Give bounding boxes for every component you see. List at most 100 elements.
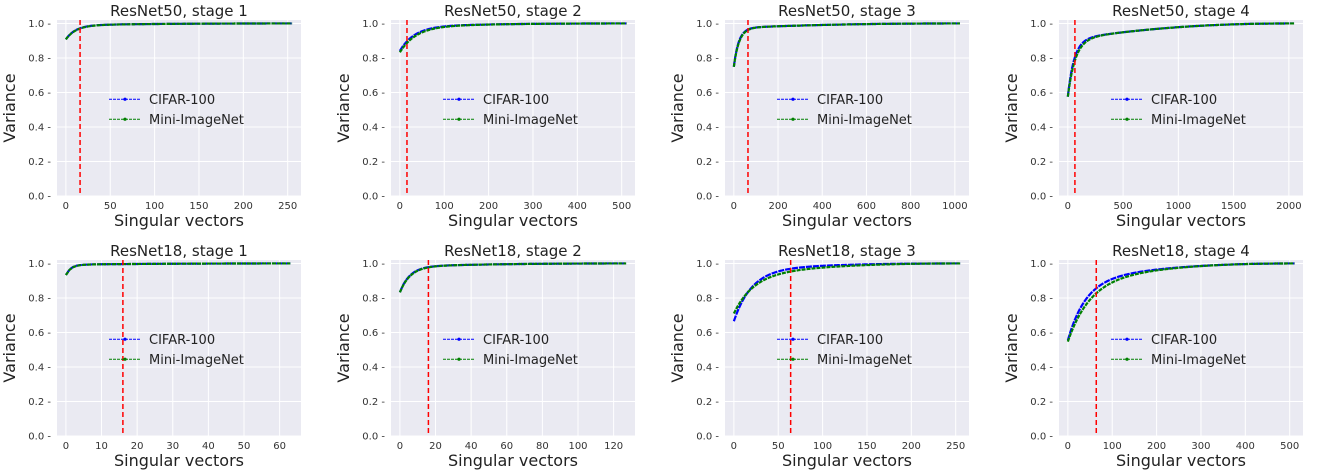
y-tick-label: 0.8 - bbox=[362, 293, 385, 304]
legend-marker bbox=[457, 337, 461, 341]
legend-label: Mini-ImageNet bbox=[817, 353, 912, 368]
y-axis-label: Variance bbox=[334, 313, 353, 382]
legend-marker bbox=[457, 117, 461, 121]
legend-label: Mini-ImageNet bbox=[817, 113, 912, 128]
plot-area bbox=[57, 20, 301, 196]
chart-title: ResNet18, stage 2 bbox=[444, 242, 582, 260]
legend-marker bbox=[1125, 357, 1129, 361]
legend-label: CIFAR-100 bbox=[817, 333, 883, 348]
plot-area bbox=[391, 20, 635, 196]
x-tick-label: 200 bbox=[768, 201, 787, 212]
y-axis-label: Variance bbox=[1002, 73, 1021, 142]
x-tick-label: 300 bbox=[1191, 441, 1210, 452]
y-tick-label: 0.2 - bbox=[362, 157, 385, 168]
legend-label: CIFAR-100 bbox=[1151, 93, 1217, 108]
y-tick-label: 0.6 - bbox=[362, 88, 385, 99]
x-tick-label: 300 bbox=[523, 201, 542, 212]
x-axis-label: Singular vectors bbox=[1116, 451, 1246, 470]
legend-marker bbox=[123, 337, 127, 341]
chart-title: ResNet50, stage 4 bbox=[1112, 2, 1250, 20]
x-tick-label: 250 bbox=[946, 441, 965, 452]
legend-label: CIFAR-100 bbox=[483, 333, 549, 348]
x-tick-label: 100 bbox=[435, 201, 454, 212]
plot-area bbox=[1059, 20, 1303, 196]
chart-title: ResNet50, stage 1 bbox=[110, 2, 248, 20]
y-axis-label: Variance bbox=[334, 73, 353, 142]
legend-label: CIFAR-100 bbox=[483, 93, 549, 108]
legend-label: Mini-ImageNet bbox=[483, 353, 578, 368]
y-tick-label: 0.8 - bbox=[362, 53, 385, 64]
x-tick-label: 1500 bbox=[1221, 201, 1246, 212]
x-tick-label: 1000 bbox=[942, 201, 967, 212]
legend-marker bbox=[457, 357, 461, 361]
x-tick-label: 0 bbox=[1065, 441, 1071, 452]
y-tick-label: 0.0 - bbox=[362, 432, 385, 443]
y-tick-label: 0.0 - bbox=[28, 432, 51, 443]
y-axis-label: Variance bbox=[668, 73, 687, 142]
y-tick-label: 0.8 - bbox=[696, 53, 719, 64]
y-axis-label: Variance bbox=[0, 73, 19, 142]
plot-area bbox=[725, 260, 969, 436]
legend-label: Mini-ImageNet bbox=[483, 113, 578, 128]
y-tick-label: 0.4 - bbox=[696, 362, 719, 373]
y-tick-label: 1.0 - bbox=[362, 19, 385, 30]
legend-label: CIFAR-100 bbox=[149, 333, 215, 348]
legend-label: CIFAR-100 bbox=[817, 93, 883, 108]
y-tick-label: 0.6 - bbox=[1030, 88, 1053, 99]
y-tick-label: 1.0 - bbox=[696, 259, 719, 270]
y-tick-label: 0.2 - bbox=[28, 397, 51, 408]
x-tick-label: 400 bbox=[568, 201, 587, 212]
x-tick-label: 2000 bbox=[1276, 201, 1301, 212]
y-tick-label: 0.8 - bbox=[1030, 293, 1053, 304]
x-axis-label: Singular vectors bbox=[448, 451, 578, 470]
plot-area bbox=[725, 20, 969, 196]
y-tick-label: 1.0 - bbox=[1030, 19, 1053, 30]
x-tick-label: 400 bbox=[1236, 441, 1255, 452]
y-tick-label: 0.0 - bbox=[696, 432, 719, 443]
legend-marker bbox=[791, 117, 795, 121]
y-tick-label: 0.4 - bbox=[362, 362, 385, 373]
x-tick-label: 200 bbox=[1147, 441, 1166, 452]
legend-marker bbox=[123, 117, 127, 121]
legend-label: Mini-ImageNet bbox=[1151, 353, 1246, 368]
y-tick-label: 0.2 - bbox=[1030, 157, 1053, 168]
x-tick-label: 800 bbox=[901, 201, 920, 212]
x-tick-label: 60 bbox=[500, 441, 513, 452]
x-tick-label: 10 bbox=[95, 441, 108, 452]
x-axis-label: Singular vectors bbox=[782, 451, 912, 470]
x-tick-label: 40 bbox=[465, 441, 478, 452]
y-tick-label: 0.2 - bbox=[696, 397, 719, 408]
y-tick-label: 0.4 - bbox=[28, 122, 51, 133]
y-tick-label: 0.0 - bbox=[1030, 192, 1053, 203]
y-tick-label: 0.8 - bbox=[696, 293, 719, 304]
x-tick-label: 30 bbox=[166, 441, 179, 452]
series-line-mini-imagenet bbox=[398, 22, 627, 53]
x-tick-label: 80 bbox=[536, 441, 549, 452]
y-tick-label: 0.6 - bbox=[1030, 328, 1053, 339]
plot-area bbox=[391, 260, 635, 436]
x-tick-label: 150 bbox=[189, 201, 208, 212]
legend-marker bbox=[1125, 117, 1129, 121]
x-axis-label: Singular vectors bbox=[1116, 211, 1246, 230]
y-tick-label: 0.6 - bbox=[362, 328, 385, 339]
x-tick-label: 100 bbox=[1103, 441, 1122, 452]
y-tick-label: 0.0 - bbox=[362, 192, 385, 203]
x-tick-label: 1000 bbox=[1166, 201, 1191, 212]
y-tick-label: 0.2 - bbox=[362, 397, 385, 408]
y-tick-label: 0.8 - bbox=[1030, 53, 1053, 64]
x-tick-label: 150 bbox=[857, 441, 876, 452]
x-tick-label: 500 bbox=[1114, 201, 1133, 212]
chart-panel-8: 0.0 - 0.2 - 0.4 - 0.6 - 0.8 - 1.0 - 0 100 200 300… bbox=[1002, 242, 1303, 470]
legend-label: Mini-ImageNet bbox=[149, 353, 244, 368]
y-axis-label: Variance bbox=[0, 313, 19, 382]
y-tick-label: 0.8 - bbox=[28, 53, 51, 64]
x-tick-label: 0 bbox=[63, 201, 69, 212]
legend-label: Mini-ImageNet bbox=[149, 113, 244, 128]
x-tick-label: 200 bbox=[479, 201, 498, 212]
x-tick-label: 250 bbox=[278, 201, 297, 212]
y-tick-label: 1.0 - bbox=[28, 259, 51, 270]
y-tick-label: 0.2 - bbox=[28, 157, 51, 168]
chart-panel-4: 0.0 - 0.2 - 0.4 - 0.6 - 0.8 - 1.0 - 0 500 1000 15… bbox=[1002, 2, 1303, 230]
y-tick-label: 0.4 - bbox=[1030, 122, 1053, 133]
